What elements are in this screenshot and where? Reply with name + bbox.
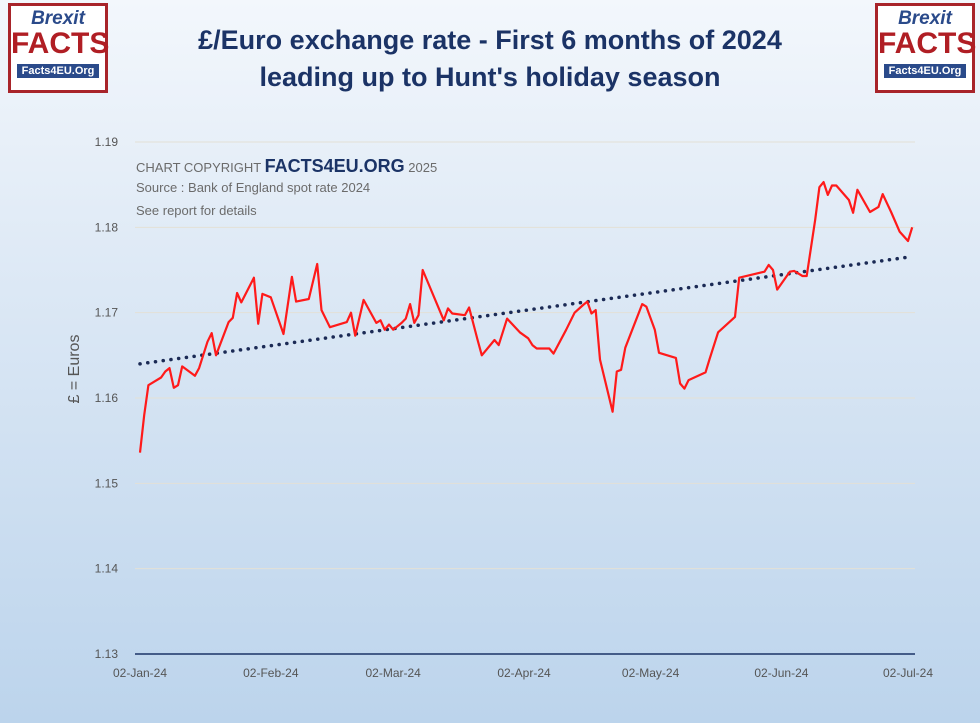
logo-text: Facts4EU.Org <box>17 64 99 78</box>
copyright-prefix: CHART COPYRIGHT <box>136 160 261 175</box>
x-tick-label: 02-Feb-24 <box>243 666 299 680</box>
x-tick-label: 02-Jun-24 <box>754 666 808 680</box>
logo-text: FACTS <box>11 27 110 60</box>
exchange-rate-line <box>138 181 914 453</box>
y-tick-label: 1.15 <box>95 476 119 490</box>
x-tick-label: 02-Mar-24 <box>366 666 422 680</box>
y-tick-label: 1.16 <box>95 391 119 405</box>
y-tick-label: 1.19 <box>95 135 119 149</box>
x-tick-label: 02-May-24 <box>622 666 680 680</box>
brexit-facts-logo-right: Brexit FACTS Facts4EU.Org <box>875 3 977 93</box>
trendline <box>138 255 910 366</box>
title-line-2: leading up to Hunt's holiday season <box>259 62 721 92</box>
logo-text: Facts4EU.Org <box>884 64 966 78</box>
title-line-1: £/Euro exchange rate - First 6 months of… <box>198 25 782 55</box>
logo-text: FACTS <box>878 27 977 60</box>
source-note: Source : Bank of England spot rate 2024 <box>136 180 371 195</box>
details-note: See report for details <box>136 203 257 218</box>
x-tick-label: 02-Jan-24 <box>113 666 167 680</box>
logo-text: Brexit <box>31 8 85 29</box>
y-tick-label: 1.14 <box>95 562 119 576</box>
x-tick-label: 02-Jul-24 <box>883 666 933 680</box>
logo-text: Brexit <box>898 8 952 29</box>
copyright-year: 2025 <box>408 160 438 175</box>
y-tick-label: 1.17 <box>95 306 119 320</box>
y-tick-label: 1.18 <box>95 220 119 234</box>
x-tick-label: 02-Apr-24 <box>497 666 551 680</box>
y-axis-label: £ = Euros <box>66 334 83 404</box>
brexit-facts-logo-left: Brexit FACTS Facts4EU.Org <box>8 3 110 93</box>
y-tick-label: 1.13 <box>95 647 119 661</box>
copyright-brand: FACTS4EU.ORG <box>264 156 405 176</box>
copyright-note: CHART COPYRIGHT FACTS4EU.ORG 2025 <box>136 156 437 177</box>
chart-title: £/Euro exchange rate - First 6 months of… <box>120 22 860 96</box>
